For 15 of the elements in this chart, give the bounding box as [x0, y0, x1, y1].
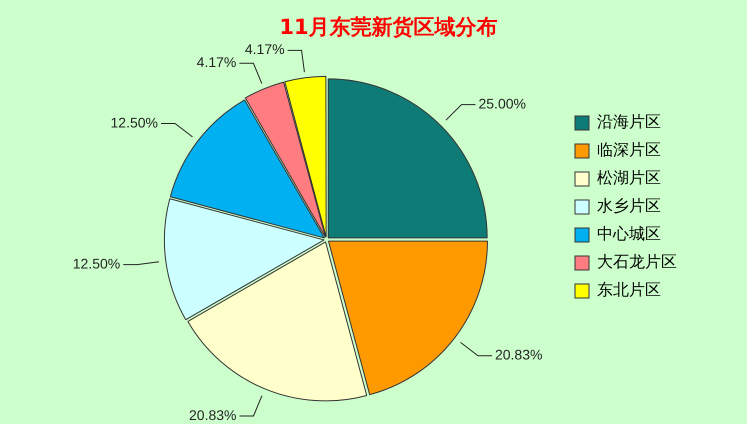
- data-label: 25.00%: [478, 95, 526, 112]
- legend-label: 沿海片区: [597, 112, 661, 132]
- legend-label: 东北片区: [597, 280, 661, 300]
- legend-label: 水乡片区: [597, 196, 661, 216]
- data-label: 4.17%: [244, 41, 285, 58]
- data-label: 20.83%: [494, 346, 542, 363]
- legend-label: 临深片区: [597, 140, 661, 160]
- data-label: 4.17%: [196, 54, 236, 70]
- legend-label: 大石龙片区: [597, 252, 677, 272]
- legend-label: 中心城区: [597, 224, 661, 244]
- data-label: 20.83%: [189, 406, 236, 423]
- data-label: 12.50%: [110, 114, 158, 130]
- chart-title: 11月东莞新货区域分布: [279, 15, 498, 40]
- legend-label: 松湖片区: [597, 168, 661, 188]
- data-label: 12.50%: [72, 255, 120, 272]
